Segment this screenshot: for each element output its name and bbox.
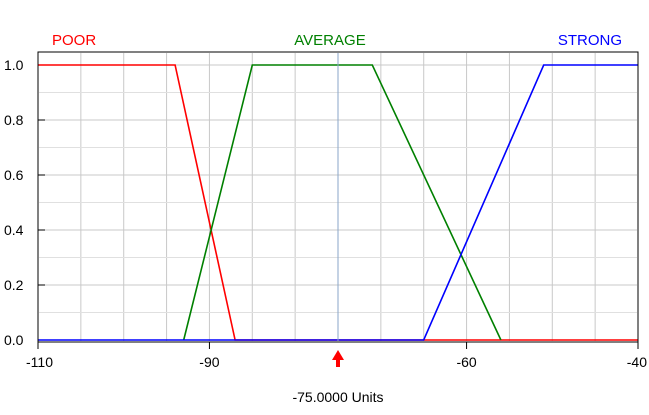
y-tick-label: 0.6 bbox=[4, 167, 24, 183]
series-line-average bbox=[182, 64, 502, 341]
y-tick-label: 0.0 bbox=[4, 332, 24, 348]
x-axis-labels: -110 -90 -60 -40 bbox=[26, 354, 647, 370]
x-tick-label: -40 bbox=[627, 354, 647, 370]
y-tick-label: 0.4 bbox=[4, 222, 24, 238]
legend-item-strong: STRONG bbox=[558, 32, 622, 49]
marker[interactable] bbox=[332, 350, 344, 367]
series-lines bbox=[38, 64, 638, 341]
legend-item-average: AVERAGE bbox=[294, 32, 365, 49]
legend: POOR AVERAGE STRONG bbox=[52, 32, 622, 49]
x-tick-label: -110 bbox=[26, 354, 53, 370]
y-tick-label: 0.8 bbox=[4, 112, 24, 128]
value-readout: -75.0000 Units bbox=[292, 389, 383, 405]
marker-arrow-icon[interactable] bbox=[332, 350, 344, 360]
legend-item-poor: POOR bbox=[52, 32, 96, 49]
series-line-strong bbox=[38, 64, 638, 341]
y-tick-label: 1.0 bbox=[4, 57, 24, 73]
y-axis-labels: 0.0 0.2 0.4 0.6 0.8 1.0 bbox=[4, 57, 24, 348]
x-tick-label: -90 bbox=[199, 354, 219, 370]
marker-arrow-stem[interactable] bbox=[336, 359, 340, 367]
x-tick-label: -60 bbox=[456, 354, 476, 370]
plot-frame bbox=[37, 51, 639, 343]
series-line-poor bbox=[38, 64, 638, 341]
y-tick-label: 0.2 bbox=[4, 277, 24, 293]
